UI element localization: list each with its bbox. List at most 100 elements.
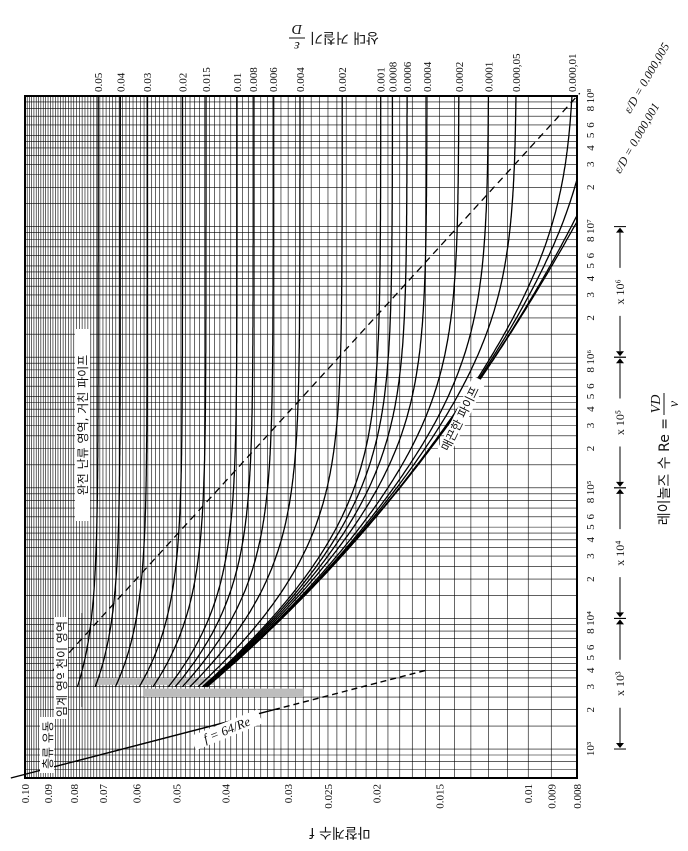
f-tick-text: 0.009 [546, 784, 558, 809]
re-tick-text: 2 [585, 576, 597, 582]
re-tick-label: 3 [585, 683, 597, 689]
grid-layer [24, 95, 578, 779]
friction-curve [167, 96, 238, 688]
re-tick-text: 6 [585, 514, 597, 520]
re-tick-label: 4 [585, 275, 597, 281]
decade-multiplier-label: x 10⁴ [613, 541, 627, 566]
eps-label-0-000005: ε/D = 0.000,005 [621, 40, 673, 115]
re-tick-text: 10⁸ [585, 88, 597, 103]
re-tick-label: 2 [585, 446, 597, 452]
critical-zone-shading [93, 677, 304, 698]
re-tick-text: 6 [585, 644, 597, 650]
f-tick-label: 0.06 [132, 784, 144, 804]
eps-top-label: 0.0006 [402, 61, 414, 92]
plot-frame [24, 95, 578, 779]
re-tick-text: 6 [585, 122, 597, 128]
eps-top-label: 0.0001 [483, 62, 495, 92]
eps-top-text: 0.015 [201, 67, 213, 92]
tick-labels: 0.10 0.09 0.08 0.07 0.06 0.05 0.04 0.03 0.025 0.0… [20, 53, 597, 809]
decade-multiplier-label: x 10⁶ [613, 279, 627, 304]
x-axis-title-prefix: 레이놀즈 수 Re = [657, 418, 673, 525]
f-tick-label: 0.01 [523, 784, 535, 803]
eps-top-text: 0.0002 [454, 62, 466, 92]
eps-top-text: 0.05 [93, 72, 105, 92]
eps-top-text: 0.04 [115, 72, 127, 92]
re-tick-text: 10⁴ [585, 611, 597, 626]
x-axis-title: 레이놀즈 수 Re = VD ν [649, 393, 682, 525]
re-tick-label: 2 [585, 707, 597, 713]
friction-curve [94, 96, 121, 687]
f-tick-label: 0.03 [283, 784, 295, 804]
annotations: x 10³ x 10⁴ x 10⁵ x 10⁶ [81, 226, 627, 750]
decade-multiplier-text: x 10⁶ [613, 279, 627, 304]
re-tick-label: 8 [585, 236, 597, 242]
friction-curve [114, 96, 148, 687]
critical-zone-label: 임계 영역 [54, 667, 69, 719]
re-tick-label: 3 [585, 292, 597, 298]
re-tick-label: 2 [585, 185, 597, 191]
re-tick-label: 10⁷ [585, 219, 597, 234]
friction-curves [10, 92, 581, 779]
eps-top-label: 0.0004 [422, 61, 434, 92]
friction-curve [189, 96, 301, 688]
eps-top-label: 0.05 [93, 72, 105, 92]
re-tick-label: 5 [585, 263, 597, 269]
re-tick-label: 2 [585, 576, 597, 582]
svg-text:완전 난류 영역, 거친 파이프: 완전 난류 영역, 거친 파이프 [76, 355, 90, 496]
f-tick-text: 0.03 [283, 784, 295, 804]
re-tick-label: 10⁶ [585, 350, 597, 365]
f-tick-text: 0.06 [132, 784, 144, 804]
friction-curve [206, 96, 573, 688]
svg-text:ε/D = 0.000,005: ε/D = 0.000,005 [621, 40, 673, 115]
f-tick-label: 0.015 [435, 784, 447, 809]
eps-top-text: 0.01 [232, 73, 244, 92]
eps-top-label: 0.01 [232, 73, 244, 92]
f-tick-text: 0.01 [523, 784, 535, 803]
decade-multiplier-text: x 10³ [613, 671, 627, 696]
f-tick-label: 0.08 [69, 784, 81, 804]
f-tick-text: 0.08 [69, 784, 81, 804]
decade-arrowhead [616, 358, 624, 364]
re-tick-label: 5 [585, 132, 597, 138]
re-tick-label: 6 [585, 644, 597, 650]
eps-top-text: 0.004 [295, 67, 307, 92]
f-tick-label: 0.02 [372, 784, 384, 803]
svg-text:ε/D = 0.000,001: ε/D = 0.000,001 [611, 100, 663, 175]
re-tick-text: 3 [585, 553, 597, 559]
re-tick-text: 10⁶ [585, 350, 597, 365]
decade-arrowhead [616, 351, 624, 357]
decade-multiplier-label: x 10⁵ [613, 410, 627, 435]
friction-curve [152, 96, 207, 688]
re-tick-label: 4 [585, 667, 597, 673]
re-tick-text: 2 [585, 185, 597, 191]
re-tick-text: 6 [585, 252, 597, 258]
f-tick-label: 0.05 [171, 784, 183, 804]
decade-multiplier-label: x 10³ [613, 671, 627, 696]
eps-top-text: 0.000,01 [567, 54, 579, 93]
f-tick-text: 0.05 [171, 784, 183, 804]
re-tick-label: 3 [585, 161, 597, 167]
f-tick-label: 0.009 [546, 784, 558, 809]
eps-top-text: 0.03 [142, 72, 154, 92]
f-tick-label: 0.09 [43, 784, 55, 804]
eps-top-text: 0.0006 [402, 61, 414, 92]
f-tick-text: 0.10 [20, 784, 32, 804]
re-tick-text: 4 [585, 275, 597, 281]
decade-arrowhead [616, 481, 624, 487]
re-tick-label: 8 [585, 628, 597, 634]
eps-top-label: 0.015 [201, 67, 213, 92]
friction-curve [197, 96, 343, 688]
eps-top-text: 0.0001 [483, 62, 495, 92]
laminar-line-label: f = 64/Re [190, 709, 263, 751]
re-tick-text: 10³ [585, 741, 597, 756]
friction-curve [138, 96, 184, 688]
re-tick-text: 5 [585, 263, 597, 269]
friction-curve [202, 96, 394, 688]
decade-multiplier-text: x 10⁵ [613, 410, 627, 435]
re-tick-label: 10⁸ [585, 88, 597, 103]
eps-top-label: 0.04 [115, 72, 127, 92]
decade-arrowhead [616, 227, 624, 233]
friction-curve [76, 96, 99, 687]
friction-curve [174, 96, 254, 688]
